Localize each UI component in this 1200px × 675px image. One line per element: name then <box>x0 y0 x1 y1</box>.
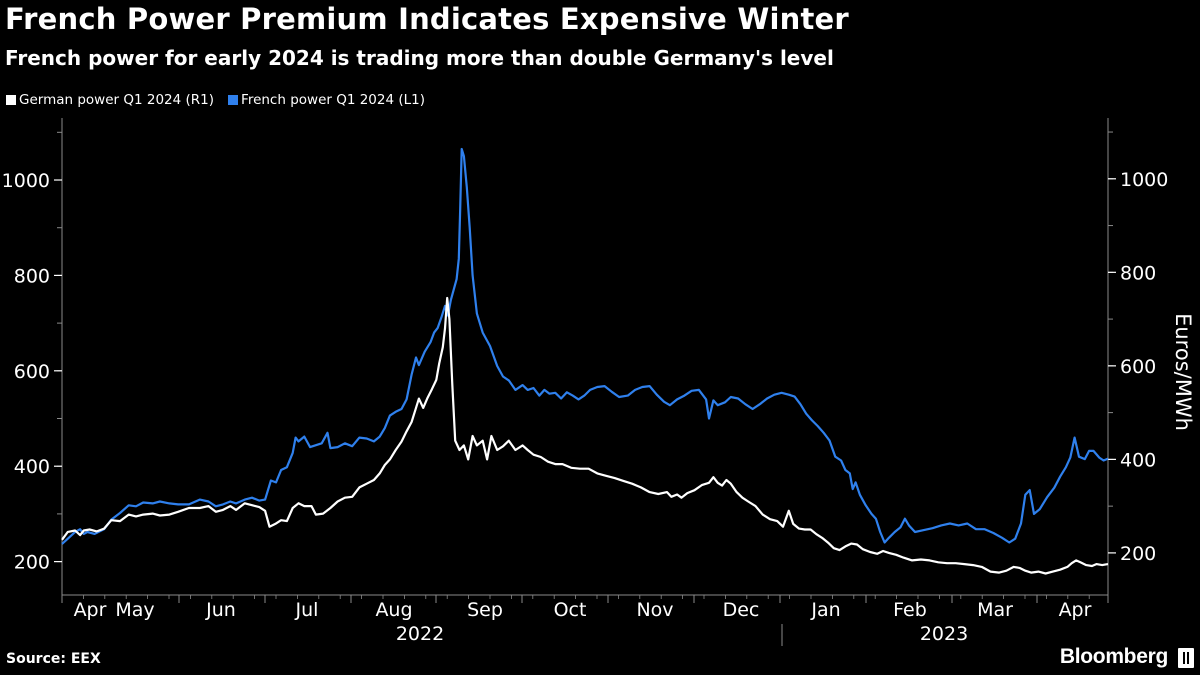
x-axis-month-label: Jan <box>810 599 840 621</box>
right-axis-title: Euros/MWh <box>1171 313 1195 431</box>
legend-label-german: German power Q1 2024 (R1) <box>19 92 215 108</box>
x-axis-month-label: Aug <box>375 599 412 621</box>
bloomberg-logo: Bloomberg <box>1059 645 1168 668</box>
right-axis-tick-label: 1000 <box>1120 169 1168 191</box>
left-axis-tick-label: 400 <box>14 456 50 478</box>
french-power-line <box>61 147 1109 545</box>
left-axis-tick-label: 600 <box>14 361 50 383</box>
left-axis-tick-label: 200 <box>14 552 50 574</box>
legend-label-french: French power Q1 2024 (L1) <box>241 92 426 108</box>
x-axis-month-label: Jul <box>295 599 319 621</box>
x-axis-month-label: Sep <box>467 599 503 621</box>
german-power-line <box>61 296 1109 575</box>
right-axis-tick-label: 400 <box>1120 449 1156 471</box>
x-axis-month-label: Feb <box>893 599 927 621</box>
left-axis-tick-label: 800 <box>14 265 50 287</box>
x-axis-year-label: 2023 <box>920 623 968 645</box>
legend-swatch-french <box>228 95 239 105</box>
x-axis-month-label: Oct <box>554 599 587 621</box>
x-axis-month-label: Apr <box>1059 599 1092 621</box>
legend-item-german: German power Q1 2024 (R1) <box>6 92 214 108</box>
x-axis-month-label: May <box>115 599 154 621</box>
x-axis-month-label: Jun <box>205 599 236 621</box>
bloomberg-terminal-icon <box>1178 648 1194 668</box>
right-axis-tick-label: 800 <box>1120 262 1156 284</box>
x-axis-month-label: Mar <box>977 599 1013 621</box>
chart-title: French Power Premium Indicates Expensive… <box>5 2 849 36</box>
x-axis-month-label: Dec <box>723 599 760 621</box>
x-axis-month-label: Nov <box>636 599 673 621</box>
x-axis-year-label: 2022 <box>396 623 444 645</box>
right-axis-tick-label: 200 <box>1120 543 1156 565</box>
source-note: Source: EEX <box>6 651 101 667</box>
legend-item-french: French power Q1 2024 (L1) <box>228 92 425 108</box>
x-axis-month-label: Apr <box>74 599 107 621</box>
legend: German power Q1 2024 (R1) French power Q… <box>6 92 439 108</box>
left-axis-tick-label: 1000 <box>2 170 50 192</box>
chart-subtitle: French power for early 2024 is trading m… <box>5 46 834 70</box>
right-axis-tick-label: 600 <box>1120 356 1156 378</box>
legend-swatch-german <box>6 95 16 105</box>
